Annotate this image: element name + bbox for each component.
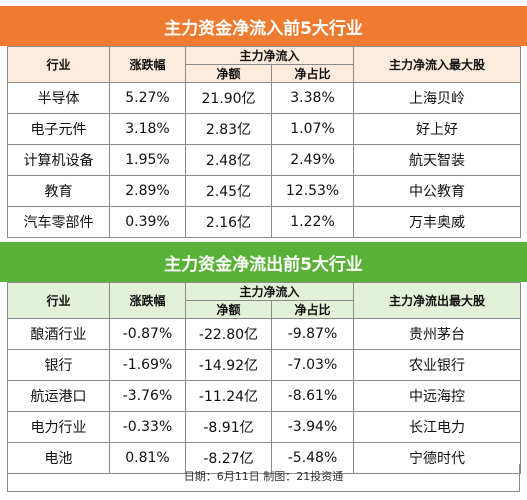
table-row: 汽车零部件 0.39% 2.16亿 1.22% 万丰奥威 xyxy=(7,206,522,238)
stock-cell: 中公教育 xyxy=(353,175,522,207)
header-change: 涨跌幅 xyxy=(109,46,186,83)
industry-cell: 计算机设备 xyxy=(7,144,110,176)
header-net: 净额 xyxy=(185,64,272,83)
header-main-inflow: 主力净流入 xyxy=(184,46,355,65)
table-row: 电池 0.81% -8.27亿 -5.48% 宁德时代 xyxy=(7,442,522,474)
table-row: 电力行业 -0.33% -8.91亿 -3.94% 长江电力 xyxy=(7,411,522,443)
stock-cell: 好上好 xyxy=(353,113,522,145)
stock-cell: 上海贝岭 xyxy=(353,82,522,114)
stock-cell: 贵州茅台 xyxy=(353,318,522,350)
change-cell: -3.76% xyxy=(109,380,186,412)
ratio-cell: 1.07% xyxy=(270,113,355,145)
inflow-header-row: 行业 涨跌幅 主力净流入 主力净流入最大股 xyxy=(7,46,522,83)
net-cell: -14.92亿 xyxy=(185,349,272,381)
stock-cell: 航天智装 xyxy=(353,144,522,176)
inflow-title: 主力资金净流入前5大行业 xyxy=(0,6,527,46)
inflow-table: 行业 涨跌幅 主力净流入 主力净流入最大股 净额 净占比 半导体 5.27% 2… xyxy=(7,46,522,238)
header-ratio: 净占比 xyxy=(270,300,355,319)
table-row: 银行 -1.69% -14.92亿 -7.03% 农业银行 xyxy=(7,349,522,381)
header-industry: 行业 xyxy=(7,282,110,319)
footer-frame xyxy=(7,464,520,492)
ratio-cell: -7.03% xyxy=(270,349,355,381)
change-cell: 3.18% xyxy=(109,113,186,145)
change-cell: -1.69% xyxy=(109,349,186,381)
change-cell: 5.27% xyxy=(109,82,186,114)
industry-cell: 教育 xyxy=(7,175,110,207)
stock-cell: 万丰奥威 xyxy=(353,206,522,238)
stock-cell: 中远海控 xyxy=(353,380,522,412)
net-cell: -11.24亿 xyxy=(185,380,272,412)
net-cell: 2.45亿 xyxy=(185,175,272,207)
header-net: 净额 xyxy=(185,300,272,319)
outflow-title: 主力资金净流出前5大行业 xyxy=(0,242,527,282)
outflow-subheader-row: 净额 净占比 xyxy=(8,300,521,319)
industry-cell: 汽车零部件 xyxy=(7,206,110,238)
change-cell: -0.87% xyxy=(109,318,186,350)
change-cell: 0.81% xyxy=(109,442,186,474)
header-industry: 行业 xyxy=(7,46,110,83)
ratio-cell: 3.38% xyxy=(270,82,355,114)
table-row: 电子元件 3.18% 2.83亿 1.07% 好上好 xyxy=(7,113,522,145)
industry-cell: 半导体 xyxy=(7,82,110,114)
ratio-cell: -5.48% xyxy=(270,442,355,474)
table-row: 航运港口 -3.76% -11.24亿 -8.61% 中远海控 xyxy=(7,380,522,412)
net-cell: 2.48亿 xyxy=(185,144,272,176)
ratio-cell: 12.53% xyxy=(270,175,355,207)
net-cell: 21.90亿 xyxy=(185,82,272,114)
net-cell: 2.83亿 xyxy=(185,113,272,145)
outflow-header-row: 行业 涨跌幅 主力净流入 主力净流出最大股 xyxy=(7,282,522,319)
table-row: 计算机设备 1.95% 2.48亿 2.49% 航天智装 xyxy=(7,144,522,176)
inflow-subheader-row: 净额 净占比 xyxy=(8,64,521,83)
header-ratio: 净占比 xyxy=(270,64,355,83)
net-cell: 2.16亿 xyxy=(185,206,272,238)
outflow-table: 行业 涨跌幅 主力净流入 主力净流出最大股 净额 净占比 酿酒行业 -0.87%… xyxy=(7,282,522,474)
net-cell: -8.91亿 xyxy=(185,411,272,443)
industry-cell: 电力行业 xyxy=(7,411,110,443)
change-cell: 2.89% xyxy=(109,175,186,207)
change-cell: -0.33% xyxy=(109,411,186,443)
header-top-stock: 主力净流入最大股 xyxy=(353,46,522,83)
ratio-cell: 1.22% xyxy=(270,206,355,238)
change-cell: 0.39% xyxy=(109,206,186,238)
ratio-cell: -3.94% xyxy=(270,411,355,443)
ratio-cell: -8.61% xyxy=(270,380,355,412)
header-top-stock: 主力净流出最大股 xyxy=(353,282,522,319)
industry-cell: 电池 xyxy=(7,442,110,474)
header-change: 涨跌幅 xyxy=(109,282,186,319)
ratio-cell: 2.49% xyxy=(270,144,355,176)
change-cell: 1.95% xyxy=(109,144,186,176)
industry-cell: 航运港口 xyxy=(7,380,110,412)
stock-cell: 长江电力 xyxy=(353,411,522,443)
header-main-inflow: 主力净流入 xyxy=(184,282,355,301)
footer-caption: 日期：6月11日 制图：21投资通 xyxy=(183,470,344,483)
table-row: 教育 2.89% 2.45亿 12.53% 中公教育 xyxy=(7,175,522,207)
industry-cell: 银行 xyxy=(7,349,110,381)
table-row: 半导体 5.27% 21.90亿 3.38% 上海贝岭 xyxy=(7,82,522,114)
ratio-cell: -9.87% xyxy=(270,318,355,350)
table-row: 酿酒行业 -0.87% -22.80亿 -9.87% 贵州茅台 xyxy=(7,318,522,350)
stock-cell: 农业银行 xyxy=(353,349,522,381)
industry-cell: 电子元件 xyxy=(7,113,110,145)
stock-cell: 宁德时代 xyxy=(353,442,522,474)
industry-cell: 酿酒行业 xyxy=(7,318,110,350)
net-cell: -22.80亿 xyxy=(185,318,272,350)
